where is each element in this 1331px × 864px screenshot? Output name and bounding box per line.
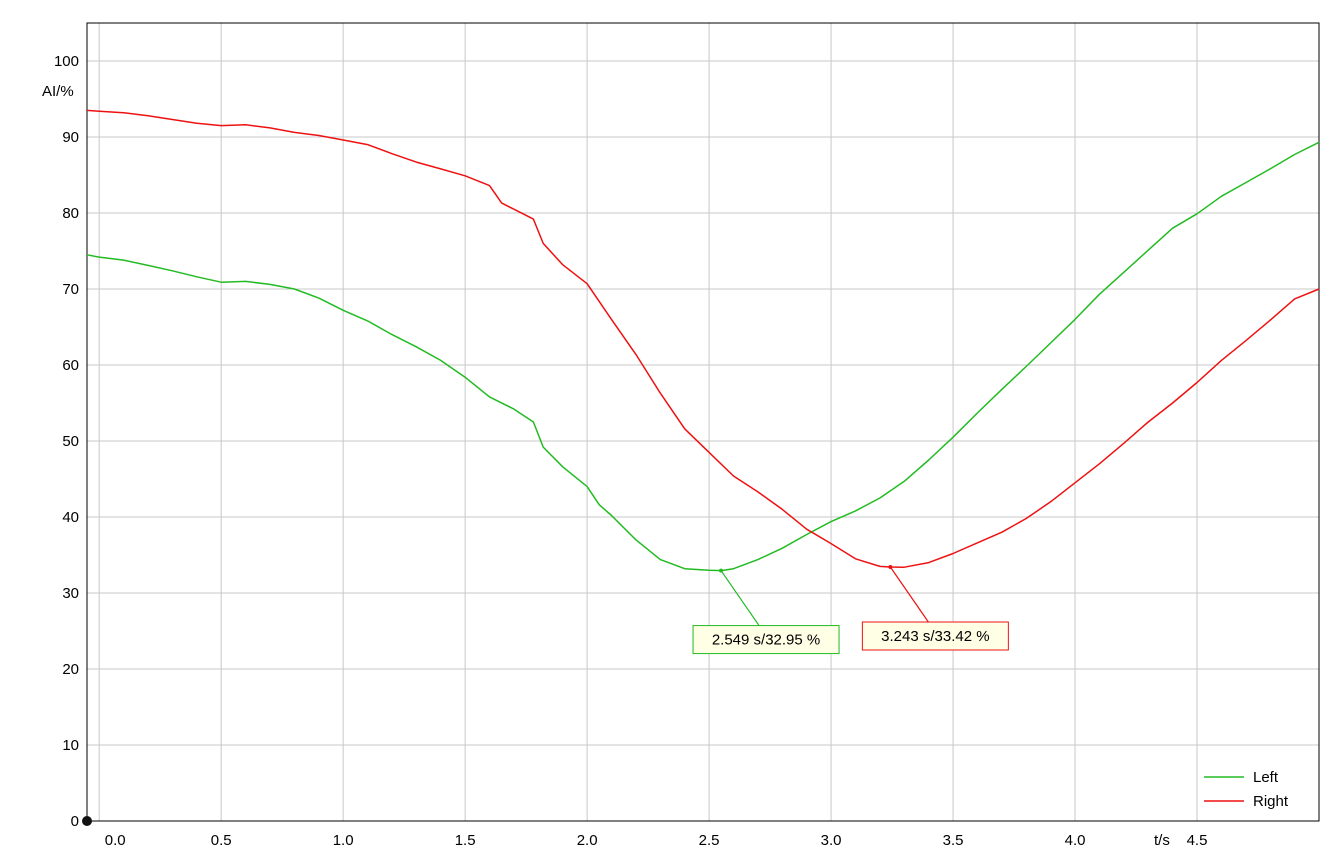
x-tick-label: 3.5 xyxy=(943,832,964,849)
y-tick-label: 20 xyxy=(62,661,79,678)
annotation-label: 3.243 s/33.42 % xyxy=(881,628,989,645)
annotation-point xyxy=(719,568,724,573)
y-tick-label: 50 xyxy=(62,433,79,450)
legend: Left Right xyxy=(1204,769,1289,810)
y-tick-label: 80 xyxy=(62,205,79,222)
y-tick-labels: 0 10 20 30 40 50 60 70 80 90 100 xyxy=(54,53,79,830)
x-tick-labels: 0.0 0.5 1.0 1.5 2.0 2.5 3.0 3.5 4.0 4.5 xyxy=(105,832,1208,849)
y-tick-label: 0 xyxy=(71,813,79,830)
x-axis-label: t/s xyxy=(1154,832,1170,849)
y-tick-label: 100 xyxy=(54,53,79,70)
annotation-point xyxy=(888,565,893,570)
plot-frame xyxy=(86,22,1320,822)
y-tick-label: 70 xyxy=(62,281,79,298)
y-tick-label: 60 xyxy=(62,357,79,374)
annotation-box xyxy=(692,625,840,655)
annotations: 2.549 s/32.95 % 3.243 s/33.42 % xyxy=(692,565,1009,655)
x-tick-label: 0.0 xyxy=(105,832,126,849)
x-tick-label: 1.5 xyxy=(455,832,476,849)
x-tick-label: 4.0 xyxy=(1065,832,1086,849)
x-tick-label: 3.0 xyxy=(821,832,842,849)
annotation-box xyxy=(861,621,1009,651)
annotation-label: 2.549 s/32.95 % xyxy=(712,632,820,649)
x-tick-label: 0.5 xyxy=(211,832,232,849)
y-tick-label: 90 xyxy=(62,129,79,146)
x-tick-label: 2.5 xyxy=(699,832,720,849)
annotation-leader-line xyxy=(720,570,760,626)
y-tick-label: 10 xyxy=(62,737,79,754)
x-tick-label: 4.5 xyxy=(1187,832,1208,849)
y-tick-label: 40 xyxy=(62,509,79,526)
y-tick-label: 30 xyxy=(62,585,79,602)
y-axis-label: AI/% xyxy=(42,83,74,100)
grid-lines xyxy=(87,23,1319,821)
x-tick-label: 2.0 xyxy=(577,832,598,849)
legend-label-left: Left xyxy=(1253,769,1279,786)
annotation-leader-line xyxy=(889,566,929,623)
legend-label-right: Right xyxy=(1253,793,1289,810)
series-line-left xyxy=(86,141,1320,572)
series-line-right xyxy=(86,109,1320,568)
x-tick-label: 1.0 xyxy=(333,832,354,849)
series-layer xyxy=(86,109,1320,572)
origin-marker xyxy=(82,816,92,826)
